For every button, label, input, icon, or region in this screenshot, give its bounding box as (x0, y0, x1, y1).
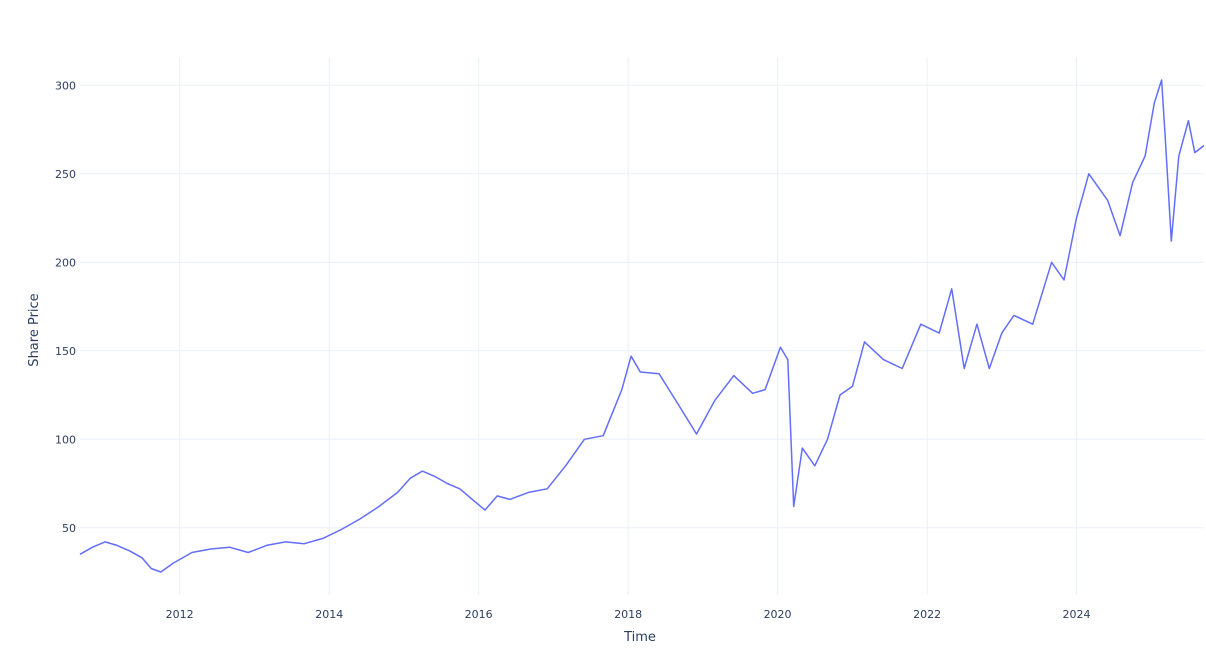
y-axis-title: Share Price (27, 293, 42, 366)
y-tick-label: 150 (55, 345, 76, 358)
x-tick-label: 2020 (764, 608, 792, 621)
x-tick-labels: 2012 2014 2016 2018 2020 2022 2024 (166, 608, 1091, 621)
x-tick-label: 2022 (913, 608, 941, 621)
gridlines (80, 57, 1204, 595)
y-tick-label: 250 (55, 168, 76, 181)
x-tick-label: 2018 (614, 608, 642, 621)
x-tick-label: 2014 (315, 608, 343, 621)
x-tick-label: 2016 (465, 608, 493, 621)
x-tick-label: 2024 (1063, 608, 1091, 621)
series-line-0 (79, 79, 1205, 573)
y-tick-label: 300 (55, 79, 76, 92)
y-tick-label: 200 (55, 256, 76, 269)
y-tick-label: 100 (55, 433, 76, 446)
y-tick-label: 50 (62, 522, 76, 535)
y-tick-labels: 50 100 150 200 250 300 (55, 79, 76, 534)
series-group (79, 79, 1205, 573)
x-axis-title: Time (623, 630, 656, 645)
x-tick-label: 2012 (166, 608, 194, 621)
